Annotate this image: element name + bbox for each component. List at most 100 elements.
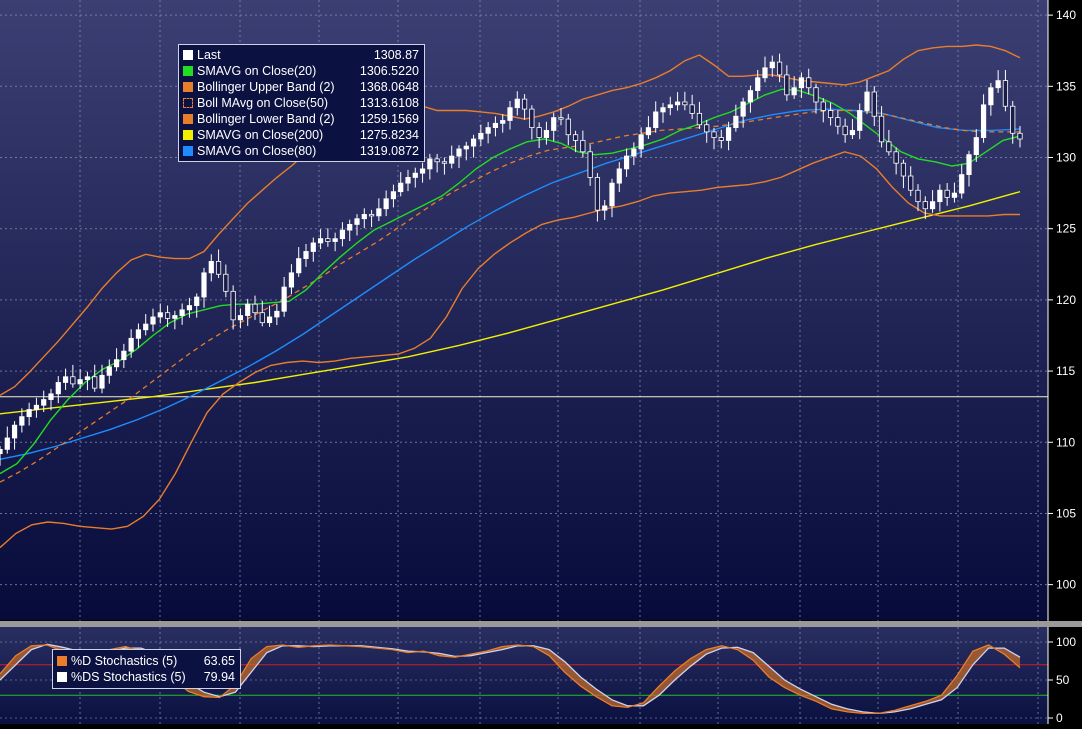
legend-entry: Bollinger Lower Band (2) 1259.1569 bbox=[183, 111, 419, 127]
candle-body bbox=[682, 101, 688, 106]
stoch-legend-label: %D Stochastics (5) bbox=[71, 654, 178, 668]
candle-body bbox=[201, 272, 207, 298]
candle-body bbox=[806, 77, 812, 89]
stoch-legend-entry: %D Stochastics (5) 63.65 bbox=[57, 653, 235, 669]
candle-body bbox=[368, 214, 375, 217]
candle-body bbox=[55, 382, 61, 395]
candle-body bbox=[288, 272, 295, 288]
candle-body bbox=[252, 303, 258, 314]
candle-body bbox=[631, 148, 637, 157]
candle-body bbox=[456, 148, 462, 157]
candle-body bbox=[507, 107, 513, 121]
legend-label: Last bbox=[197, 48, 221, 62]
y-tick-label: 135 bbox=[1056, 79, 1076, 93]
legend-swatch bbox=[183, 82, 193, 92]
legend-entry: SMAVG on Close(20) 1306.5220 bbox=[183, 63, 419, 79]
candle-body bbox=[1002, 80, 1009, 107]
candle-body bbox=[237, 315, 244, 321]
candle-body bbox=[303, 251, 309, 259]
candle-body bbox=[113, 359, 120, 368]
candle-body bbox=[820, 101, 826, 111]
y-tick-label: 120 bbox=[1056, 293, 1076, 307]
candle-body bbox=[325, 238, 331, 242]
candle-body bbox=[26, 409, 32, 418]
candle-body bbox=[99, 374, 105, 389]
legend-swatch bbox=[183, 98, 193, 108]
stoch-y-tick-label: 50 bbox=[1056, 673, 1070, 687]
candle-body bbox=[937, 189, 943, 203]
panel-divider bbox=[0, 621, 1082, 627]
candle-body bbox=[988, 87, 994, 106]
candle-body bbox=[310, 242, 316, 252]
legend-swatch bbox=[57, 672, 67, 682]
candle-body bbox=[922, 201, 928, 210]
candle-body bbox=[609, 182, 615, 207]
candle-body bbox=[434, 158, 440, 163]
candle-body bbox=[580, 140, 586, 153]
candle-body bbox=[849, 130, 856, 136]
candle-body bbox=[536, 127, 542, 138]
candle-body bbox=[296, 258, 302, 274]
candle-body bbox=[878, 115, 885, 143]
candle-body bbox=[412, 172, 418, 178]
candle-body bbox=[19, 416, 25, 426]
candle-body bbox=[339, 229, 346, 240]
legend-value: 1368.0648 bbox=[359, 80, 419, 94]
candle-body bbox=[135, 329, 142, 339]
candle-body bbox=[973, 137, 979, 156]
candle-body bbox=[347, 224, 353, 231]
candle-body bbox=[551, 117, 557, 131]
candle-body bbox=[41, 399, 47, 406]
legend-value: 1275.8234 bbox=[359, 128, 419, 142]
candle-body bbox=[623, 155, 630, 170]
candle-body bbox=[711, 131, 717, 138]
candle-body bbox=[500, 120, 506, 124]
candle-body bbox=[223, 273, 229, 292]
candle-body bbox=[689, 104, 695, 114]
legend-label: SMAVG on Close(80) bbox=[197, 144, 317, 158]
candle-body bbox=[959, 174, 965, 194]
candle-body bbox=[463, 145, 469, 150]
y-tick-label: 130 bbox=[1056, 151, 1076, 165]
y-tick-label: 125 bbox=[1056, 222, 1076, 236]
candle-body bbox=[966, 154, 972, 175]
candle-body bbox=[718, 137, 724, 141]
candle-body bbox=[259, 312, 265, 324]
candle-body bbox=[332, 238, 338, 242]
candle-body bbox=[441, 161, 448, 164]
legend-value: 1308.87 bbox=[373, 48, 419, 62]
candle-body bbox=[281, 286, 287, 312]
candle-body bbox=[77, 379, 83, 385]
candle-body bbox=[121, 350, 127, 361]
legend-entry: Bollinger Upper Band (2) 1368.0648 bbox=[183, 79, 419, 95]
candle-body bbox=[106, 366, 112, 376]
candle-body bbox=[572, 134, 579, 141]
candle-body bbox=[944, 189, 950, 198]
candle-body bbox=[11, 424, 18, 439]
stochastics-legend: %D Stochastics (5) 63.65 %DS Stochastics (… bbox=[52, 649, 241, 689]
candle-body bbox=[317, 238, 324, 244]
legend-swatch bbox=[183, 146, 193, 156]
legend-value: 1319.0872 bbox=[359, 144, 419, 158]
legend-label: SMAVG on Close(200) bbox=[197, 128, 324, 142]
candle-body bbox=[827, 110, 834, 119]
candle-body bbox=[1017, 132, 1023, 140]
candle-body bbox=[565, 118, 571, 136]
candle-body bbox=[667, 104, 673, 109]
candle-body bbox=[33, 404, 40, 410]
candle-body bbox=[215, 261, 222, 275]
stoch-fill bbox=[0, 644, 1020, 714]
candle-body bbox=[172, 315, 178, 319]
candle-body bbox=[48, 393, 54, 400]
stoch-legend-entry: %DS Stochastics (5) 79.94 bbox=[57, 669, 235, 685]
candle-body bbox=[0, 448, 3, 455]
candle-body bbox=[266, 316, 273, 324]
candle-body bbox=[602, 205, 608, 211]
candle-body bbox=[70, 376, 76, 385]
candle-body bbox=[871, 91, 877, 117]
candle-body bbox=[274, 310, 280, 318]
candle-body bbox=[398, 182, 404, 193]
candle-body bbox=[740, 101, 746, 117]
